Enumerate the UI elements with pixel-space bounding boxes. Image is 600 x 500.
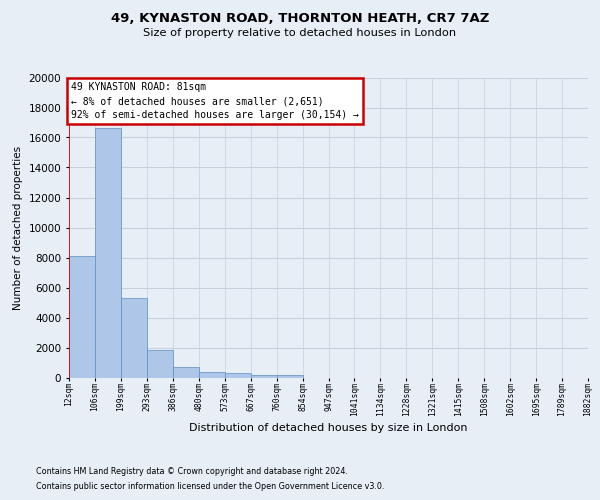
- Text: 49, KYNASTON ROAD, THORNTON HEATH, CR7 7AZ: 49, KYNASTON ROAD, THORNTON HEATH, CR7 7…: [111, 12, 489, 26]
- Bar: [69, 256, 95, 378]
- Bar: [251, 374, 277, 378]
- Text: Contains public sector information licensed under the Open Government Licence v3: Contains public sector information licen…: [36, 482, 385, 491]
- Bar: [95, 128, 121, 378]
- Bar: [173, 367, 199, 378]
- Bar: [147, 350, 173, 378]
- Bar: [121, 298, 147, 378]
- Text: 49 KYNASTON ROAD: 81sqm
← 8% of detached houses are smaller (2,651)
92% of semi-: 49 KYNASTON ROAD: 81sqm ← 8% of detached…: [71, 82, 359, 120]
- Text: Size of property relative to detached houses in London: Size of property relative to detached ho…: [143, 28, 457, 38]
- X-axis label: Distribution of detached houses by size in London: Distribution of detached houses by size …: [189, 422, 468, 432]
- Bar: [277, 375, 302, 378]
- Bar: [225, 374, 251, 378]
- Text: Contains HM Land Registry data © Crown copyright and database right 2024.: Contains HM Land Registry data © Crown c…: [36, 467, 348, 476]
- Bar: [199, 372, 224, 378]
- Y-axis label: Number of detached properties: Number of detached properties: [13, 146, 23, 310]
